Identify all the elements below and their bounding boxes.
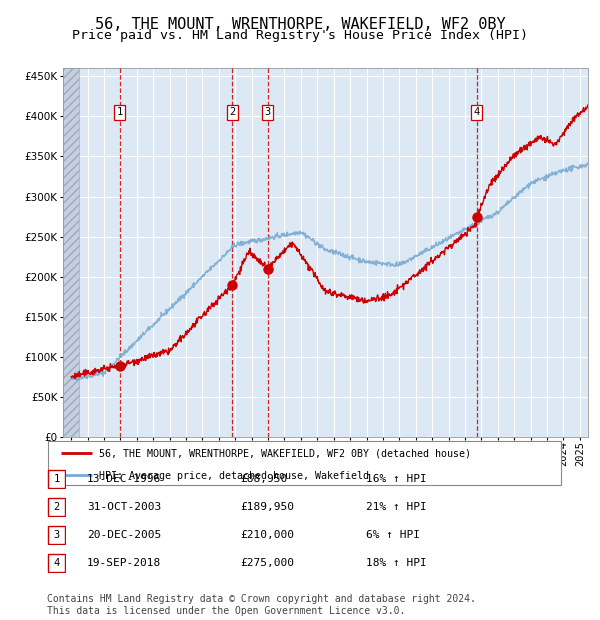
Text: 13-DEC-1996: 13-DEC-1996 <box>87 474 161 484</box>
Text: 16% ↑ HPI: 16% ↑ HPI <box>366 474 427 484</box>
Text: 19-SEP-2018: 19-SEP-2018 <box>87 558 161 568</box>
FancyBboxPatch shape <box>48 498 65 516</box>
Text: 1: 1 <box>53 474 59 484</box>
Text: 4: 4 <box>473 107 480 117</box>
FancyBboxPatch shape <box>48 554 65 572</box>
Text: £210,000: £210,000 <box>240 530 294 540</box>
Bar <box>63 68 79 437</box>
Text: 31-OCT-2003: 31-OCT-2003 <box>87 502 161 512</box>
Text: 4: 4 <box>53 558 59 568</box>
FancyBboxPatch shape <box>48 471 65 488</box>
Text: HPI: Average price, detached house, Wakefield: HPI: Average price, detached house, Wake… <box>100 471 370 480</box>
Text: £275,000: £275,000 <box>240 558 294 568</box>
Text: 2: 2 <box>53 502 59 512</box>
Text: 1: 1 <box>116 107 123 117</box>
Text: £189,950: £189,950 <box>240 502 294 512</box>
Text: 20-DEC-2005: 20-DEC-2005 <box>87 530 161 540</box>
Text: 3: 3 <box>53 530 59 540</box>
Text: 21% ↑ HPI: 21% ↑ HPI <box>366 502 427 512</box>
Text: Price paid vs. HM Land Registry's House Price Index (HPI): Price paid vs. HM Land Registry's House … <box>72 29 528 42</box>
Text: £88,950: £88,950 <box>240 474 287 484</box>
Text: Contains HM Land Registry data © Crown copyright and database right 2024.
This d: Contains HM Land Registry data © Crown c… <box>47 594 476 616</box>
Text: 2: 2 <box>229 107 236 117</box>
Text: 18% ↑ HPI: 18% ↑ HPI <box>366 558 427 568</box>
FancyBboxPatch shape <box>48 526 65 544</box>
Text: 56, THE MOUNT, WRENTHORPE, WAKEFIELD, WF2 0BY (detached house): 56, THE MOUNT, WRENTHORPE, WAKEFIELD, WF… <box>100 449 472 459</box>
Text: 3: 3 <box>265 107 271 117</box>
Text: 56, THE MOUNT, WRENTHORPE, WAKEFIELD, WF2 0BY: 56, THE MOUNT, WRENTHORPE, WAKEFIELD, WF… <box>95 17 505 32</box>
FancyBboxPatch shape <box>48 441 561 485</box>
Text: 6% ↑ HPI: 6% ↑ HPI <box>366 530 420 540</box>
